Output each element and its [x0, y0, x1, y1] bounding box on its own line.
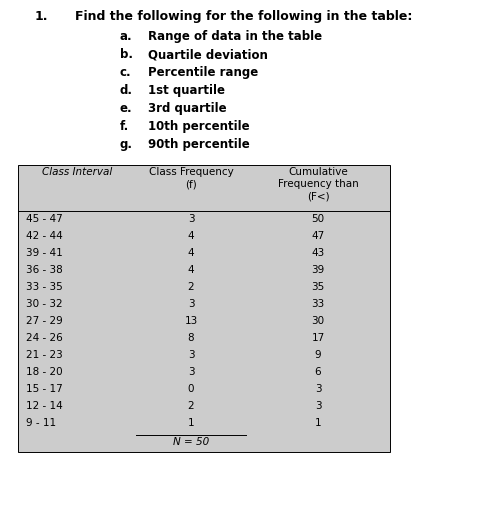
- Text: 90th percentile: 90th percentile: [148, 138, 250, 151]
- Text: 27 - 29: 27 - 29: [26, 316, 63, 326]
- Text: 2: 2: [187, 401, 194, 411]
- Text: 3: 3: [187, 214, 194, 224]
- Text: 36 - 38: 36 - 38: [26, 265, 63, 275]
- Text: Range of data in the table: Range of data in the table: [148, 30, 322, 43]
- Text: 42 - 44: 42 - 44: [26, 231, 63, 241]
- Text: 3: 3: [314, 384, 321, 394]
- Text: 0: 0: [188, 384, 194, 394]
- Text: 18 - 20: 18 - 20: [26, 367, 62, 377]
- Text: 50: 50: [311, 214, 324, 224]
- Text: 3: 3: [187, 350, 194, 360]
- Text: Class Interval: Class Interval: [42, 167, 112, 177]
- Text: 4: 4: [187, 265, 194, 275]
- Text: 43: 43: [311, 248, 324, 258]
- Text: 35: 35: [311, 282, 324, 292]
- Text: 15 - 17: 15 - 17: [26, 384, 63, 394]
- Text: 30: 30: [311, 316, 324, 326]
- Text: a.: a.: [120, 30, 132, 43]
- Text: 24 - 26: 24 - 26: [26, 333, 63, 343]
- Text: 47: 47: [311, 231, 324, 241]
- Text: 9 - 11: 9 - 11: [26, 418, 56, 428]
- Text: f.: f.: [120, 120, 129, 133]
- Text: 17: 17: [311, 333, 324, 343]
- Text: 30 - 32: 30 - 32: [26, 299, 62, 309]
- Text: 12 - 14: 12 - 14: [26, 401, 63, 411]
- Text: 8: 8: [187, 333, 194, 343]
- Text: 39: 39: [311, 265, 324, 275]
- Text: 33: 33: [311, 299, 324, 309]
- Text: Cumulative
Frequency than
(F<): Cumulative Frequency than (F<): [278, 167, 359, 202]
- Text: 3: 3: [187, 299, 194, 309]
- Text: 13: 13: [185, 316, 197, 326]
- Text: 4: 4: [187, 248, 194, 258]
- Text: 3rd quartile: 3rd quartile: [148, 102, 227, 115]
- Text: 1.: 1.: [35, 10, 49, 23]
- Text: 3: 3: [314, 401, 321, 411]
- Text: 45 - 47: 45 - 47: [26, 214, 63, 224]
- Text: 4: 4: [187, 231, 194, 241]
- Text: 9: 9: [314, 350, 321, 360]
- Text: 10th percentile: 10th percentile: [148, 120, 249, 133]
- FancyBboxPatch shape: [18, 165, 390, 452]
- Text: 1st quartile: 1st quartile: [148, 84, 225, 97]
- Text: 1: 1: [314, 418, 321, 428]
- Text: Class Frequency
(f): Class Frequency (f): [149, 167, 234, 189]
- Text: 1: 1: [187, 418, 194, 428]
- Text: 3: 3: [187, 367, 194, 377]
- Text: Quartile deviation: Quartile deviation: [148, 48, 268, 61]
- Text: g.: g.: [120, 138, 133, 151]
- Text: 21 - 23: 21 - 23: [26, 350, 63, 360]
- Text: d.: d.: [120, 84, 133, 97]
- Text: 6: 6: [314, 367, 321, 377]
- Text: N = 50: N = 50: [173, 437, 209, 447]
- Text: Find the following for the following in the table:: Find the following for the following in …: [75, 10, 412, 23]
- Text: 39 - 41: 39 - 41: [26, 248, 63, 258]
- Text: Percentile range: Percentile range: [148, 66, 258, 79]
- Text: c.: c.: [120, 66, 131, 79]
- Text: e.: e.: [120, 102, 132, 115]
- Text: 33 - 35: 33 - 35: [26, 282, 63, 292]
- Text: b.: b.: [120, 48, 133, 61]
- Text: 2: 2: [187, 282, 194, 292]
